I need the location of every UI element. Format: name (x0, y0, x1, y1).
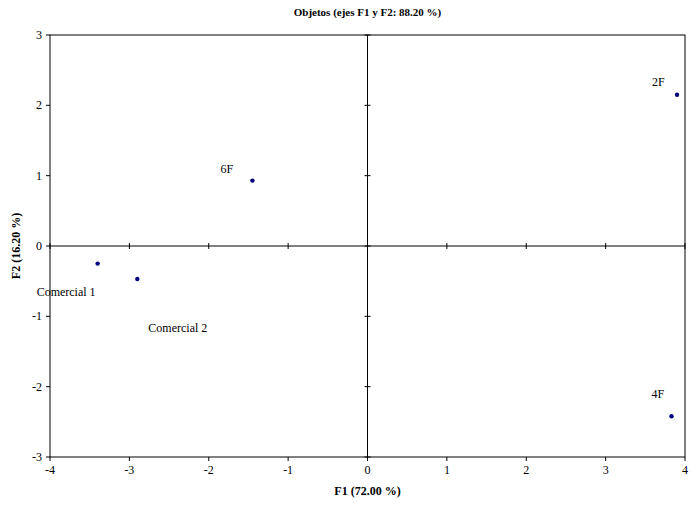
x-tick (288, 457, 289, 461)
x-tick-label: -4 (45, 463, 55, 477)
point-label: 4F (652, 387, 665, 401)
y-axis-tick (365, 175, 371, 176)
y-tick (46, 246, 50, 247)
x-tick (685, 457, 686, 461)
x-tick-label: 3 (603, 463, 609, 477)
x-tick (50, 457, 51, 461)
y-tick-label: 3 (36, 28, 42, 42)
y-tick (46, 316, 50, 317)
y-tick-label: -2 (32, 380, 42, 394)
x-axis-tick (685, 243, 686, 249)
y-tick-label: -3 (32, 450, 42, 464)
chart-root: -4-3-2-101234-3-2-10123Objetos (ejes F1 … (0, 0, 700, 510)
y-axis-tick (365, 316, 371, 317)
y-axis-tick (365, 246, 371, 247)
y-axis-label: F2 (16.20 %) (9, 213, 23, 279)
x-tick (208, 457, 209, 461)
y-axis-tick (365, 457, 371, 458)
x-axis-tick (446, 243, 447, 249)
x-axis-tick (288, 243, 289, 249)
x-tick (367, 457, 368, 461)
plot-frame (50, 35, 685, 457)
x-zero-axis (50, 246, 685, 247)
x-axis-tick (526, 243, 527, 249)
x-tick-label: 4 (682, 463, 688, 477)
x-tick-label: 0 (365, 463, 371, 477)
points (95, 93, 679, 419)
x-tick-label: -3 (124, 463, 134, 477)
x-tick-label: -1 (283, 463, 293, 477)
y-axis-tick (365, 105, 371, 106)
x-tick-label: 2 (523, 463, 529, 477)
point-label: Comercial 1 (37, 285, 96, 299)
point (95, 261, 99, 265)
y-axis-tick (365, 35, 371, 36)
y-tick (46, 175, 50, 176)
x-tick-label: 1 (444, 463, 450, 477)
chart-svg: -4-3-2-101234-3-2-10123Objetos (ejes F1 … (0, 0, 700, 510)
chart-title: Objetos (ejes F1 y F2: 88.20 %) (294, 6, 442, 19)
y-tick-label: -1 (32, 309, 42, 323)
y-tick (46, 386, 50, 387)
y-tick-label: 2 (36, 98, 42, 112)
point (675, 93, 679, 97)
x-tick (605, 457, 606, 461)
point-label: 6F (220, 162, 233, 176)
point-label: 2F (652, 75, 665, 89)
x-axis-tick (208, 243, 209, 249)
x-tick (526, 457, 527, 461)
x-axis-tick (129, 243, 130, 249)
point-label: Comercial 2 (148, 321, 207, 335)
point (250, 178, 254, 182)
x-axis-tick (605, 243, 606, 249)
x-tick (129, 457, 130, 461)
y-tick-label: 0 (36, 239, 42, 253)
x-axis-label: F1 (72.00 %) (334, 484, 400, 498)
x-tick-label: -2 (204, 463, 214, 477)
point (669, 414, 673, 418)
y-tick (46, 35, 50, 36)
point (135, 277, 139, 281)
x-tick (446, 457, 447, 461)
y-tick-label: 1 (36, 169, 42, 183)
y-tick (46, 457, 50, 458)
y-tick (46, 105, 50, 106)
y-axis-tick (365, 386, 371, 387)
